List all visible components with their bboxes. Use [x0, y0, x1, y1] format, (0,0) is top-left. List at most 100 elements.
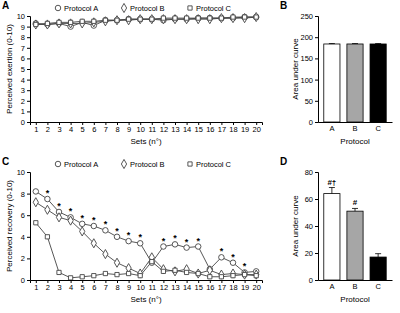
- x-tick-label: A: [329, 282, 334, 291]
- y-tick-label: 0: [309, 276, 313, 285]
- x-tick-label: 1: [34, 283, 38, 292]
- error-bar-stem: [331, 188, 332, 194]
- y-tick-mark: [315, 80, 318, 81]
- x-tick-label: B: [352, 282, 357, 291]
- x-tick: 20: [253, 280, 261, 292]
- annotation: *: [92, 215, 96, 225]
- x-tick: 15: [195, 122, 203, 134]
- marker: [230, 14, 235, 23]
- y-axis: 0246810: [17, 168, 31, 285]
- y-axis: 050100150200250: [300, 12, 318, 127]
- legend-symbol: [55, 5, 61, 11]
- plot-area: [324, 44, 386, 122]
- y-tick-mark: [27, 122, 30, 123]
- y-tick: 200: [300, 33, 318, 42]
- y-tick: 9: [21, 23, 30, 32]
- y-tick-label: 7: [21, 44, 25, 53]
- marker: [92, 19, 96, 23]
- marker: [103, 17, 108, 26]
- marker: [103, 271, 107, 275]
- x-tick: 20: [253, 122, 261, 134]
- x-tick: 17: [218, 122, 226, 134]
- marker: [34, 221, 38, 225]
- y-tick-label: 150: [300, 54, 313, 63]
- y-tick: 7: [21, 44, 30, 53]
- annotation: *: [80, 213, 84, 223]
- y-tick-label: 5: [21, 65, 25, 74]
- marker: [196, 15, 201, 24]
- x-tick-label: A: [329, 124, 334, 133]
- x-tick-label: 8: [115, 125, 119, 134]
- marker: [207, 15, 212, 24]
- marker: [115, 18, 119, 22]
- axis-line: [31, 281, 263, 284]
- marker: [149, 16, 155, 22]
- x-axis: 1234567891011121314151617181920: [31, 122, 263, 134]
- y-tick: 250: [300, 12, 318, 21]
- x-tick: 14: [183, 280, 191, 292]
- marker: [207, 15, 213, 21]
- x-tick-label: 3: [57, 283, 61, 292]
- marker: [57, 270, 61, 274]
- marker: [103, 18, 107, 22]
- y-tick-label: 200: [300, 33, 313, 42]
- marker: [172, 15, 177, 24]
- y-tick-mark: [27, 215, 30, 216]
- x-tick-label: 18: [229, 125, 237, 134]
- y-tick-mark: [315, 101, 318, 102]
- x-tick-label: 15: [195, 283, 203, 292]
- y-tick-label: 40: [305, 222, 313, 231]
- x-tick: C: [375, 280, 381, 291]
- y-tick: 50: [305, 97, 318, 106]
- y-tick-label: 8: [21, 190, 25, 199]
- y-tick-label: 250: [300, 12, 313, 21]
- x-tick: 15: [195, 280, 203, 292]
- marker: [126, 16, 132, 22]
- marker: [114, 17, 120, 23]
- y-tick-mark: [27, 80, 30, 81]
- marker: [219, 16, 223, 20]
- annotation: *: [162, 236, 166, 246]
- y-tick: 4: [21, 76, 30, 85]
- series-line: [36, 191, 256, 272]
- legend-symbol: [188, 162, 192, 166]
- annotation: *: [57, 201, 61, 211]
- marker: [126, 17, 130, 21]
- x-tick: 1: [34, 280, 38, 292]
- plot-area: [324, 188, 386, 280]
- x-tick-label: 9: [127, 283, 131, 292]
- panel: 02468101234567891011121314151617181920Pe…: [2, 156, 263, 304]
- x-tick-label: C: [375, 282, 381, 291]
- x-tick-label: 15: [195, 125, 203, 134]
- marker: [150, 17, 154, 21]
- annotation: *: [196, 236, 200, 246]
- y-tick: 4: [21, 233, 30, 242]
- y-tick-label: 100: [300, 76, 313, 85]
- annotation: *: [69, 206, 73, 216]
- marker: [150, 260, 154, 264]
- marker: [173, 16, 177, 20]
- x-axis-title: Protocol: [340, 137, 370, 146]
- annotation: *: [115, 226, 119, 236]
- annotation: *: [138, 232, 142, 242]
- y-tick-label: 2: [21, 254, 25, 263]
- legend-label: Protocol A: [64, 160, 98, 169]
- marker: [138, 274, 142, 278]
- marker: [45, 205, 50, 214]
- marker: [208, 275, 212, 279]
- y-tick: 60: [305, 195, 318, 204]
- annotation: *: [185, 237, 189, 247]
- annotation: *: [243, 261, 247, 271]
- y-tick-label: 6: [21, 211, 25, 220]
- marker: [80, 275, 84, 279]
- y-tick-label: 10: [17, 12, 25, 21]
- error-bar: [352, 43, 358, 44]
- marker: [56, 213, 61, 222]
- marker: [219, 15, 225, 21]
- marker: [80, 19, 85, 28]
- marker: [254, 13, 259, 22]
- panel: 020406080ABCArea under curveProtocolD#†#: [280, 156, 393, 304]
- x-tick-label: 9: [127, 125, 131, 134]
- legend-symbol: [121, 159, 126, 168]
- y-tick-mark: [315, 122, 318, 123]
